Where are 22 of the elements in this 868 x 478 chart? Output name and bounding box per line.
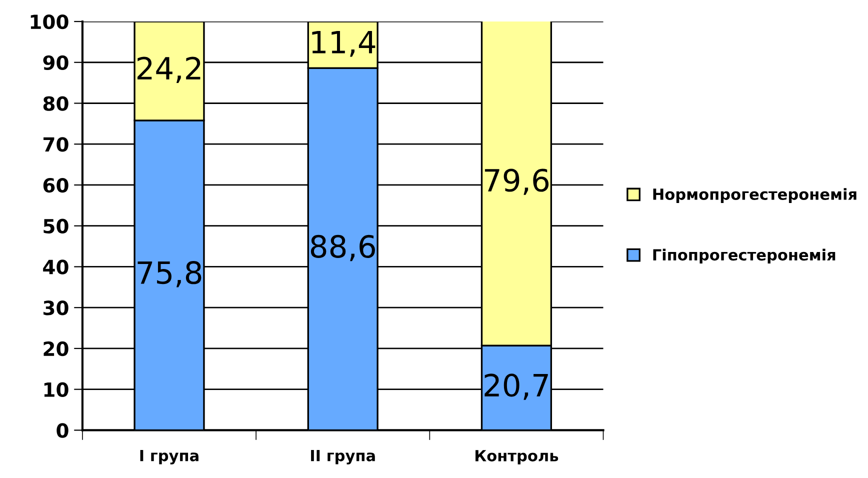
y-tick-label: 90 [43, 55, 68, 70]
y-tick-label: 70 [44, 137, 68, 152]
y-tick-label: 10 [44, 382, 68, 397]
y-tick-label: 40 [43, 260, 68, 274]
data-label: 11,4 [312, 30, 376, 57]
data-label: 88,6 [310, 234, 375, 262]
data-label: 24,2 [137, 56, 200, 83]
data-label: 79,6 [484, 168, 549, 195]
x-tick-label: Контроль [476, 450, 558, 464]
y-tick-label: 80 [43, 96, 68, 111]
legend-label: Нормопрогестеронемія [653, 188, 856, 203]
x-tick-label: I група [140, 450, 198, 464]
y-tick-label: 100 [30, 14, 68, 30]
legend-label: Гіпопрогестеронемія [653, 248, 836, 264]
y-tick-label: 0 [56, 423, 68, 438]
x-tick-label: II група [311, 450, 375, 464]
y-tick-label: 60 [43, 178, 68, 193]
y-tick-label: 20 [44, 341, 68, 356]
data-label: 75,8 [138, 261, 202, 288]
y-tick-label: 50 [44, 218, 68, 234]
data-label: 20,7 [484, 374, 548, 400]
y-tick-label: 30 [44, 300, 68, 316]
